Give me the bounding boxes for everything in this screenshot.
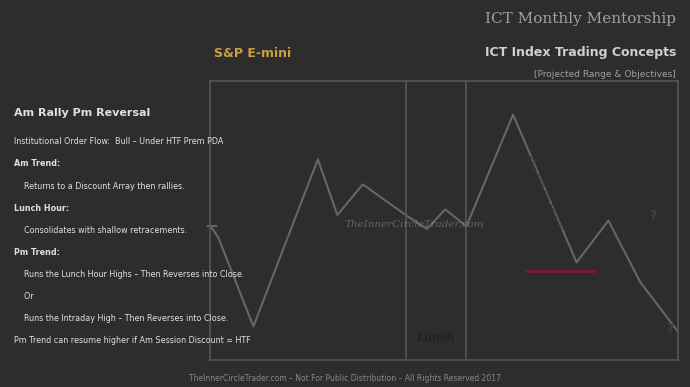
Text: S&P E-mini: S&P E-mini	[214, 47, 291, 60]
Text: [Projected Range & Objectives]: [Projected Range & Objectives]	[535, 70, 676, 79]
Text: Runs the Lunch Hour Highs – Then Reverses into Close.: Runs the Lunch Hour Highs – Then Reverse…	[14, 270, 244, 279]
Text: TheInnerCircleTrader.com – Not For Public Distribution – All Rights Reserved 201: TheInnerCircleTrader.com – Not For Publi…	[189, 374, 501, 383]
Text: Lunch Hour:: Lunch Hour:	[14, 204, 69, 212]
Text: TheInnerCircleTrader.com: TheInnerCircleTrader.com	[344, 220, 484, 229]
Text: Institutional Order Flow:  Bull – Under HTF Prem PDA: Institutional Order Flow: Bull – Under H…	[14, 137, 223, 146]
Text: Runs the Intraday High – Then Reverses into Close.: Runs the Intraday High – Then Reverses i…	[14, 314, 228, 323]
Text: Or: Or	[14, 292, 34, 301]
Text: ?: ?	[666, 322, 673, 335]
Text: Consolidates with shallow retracements.: Consolidates with shallow retracements.	[14, 226, 187, 235]
Text: Returns to a Discount Array then rallies.: Returns to a Discount Array then rallies…	[14, 182, 184, 190]
Text: ?: ?	[649, 209, 657, 221]
Text: New York Am Session: New York Am Session	[284, 233, 333, 308]
Text: Lunch: Lunch	[417, 333, 455, 343]
Text: ICT Monthly Mentorship: ICT Monthly Mentorship	[485, 12, 676, 26]
Text: Pm Trend:: Pm Trend:	[14, 248, 59, 257]
Text: New York Pm Session: New York Pm Session	[524, 154, 566, 231]
Text: Am Rally Pm Reversal: Am Rally Pm Reversal	[14, 108, 150, 118]
Text: Am Trend:: Am Trend:	[14, 159, 60, 168]
Text: ICT Index Trading Concepts: ICT Index Trading Concepts	[485, 46, 676, 60]
Text: Pm Trend can resume higher if Am Session Discount = HTF: Pm Trend can resume higher if Am Session…	[14, 336, 250, 345]
